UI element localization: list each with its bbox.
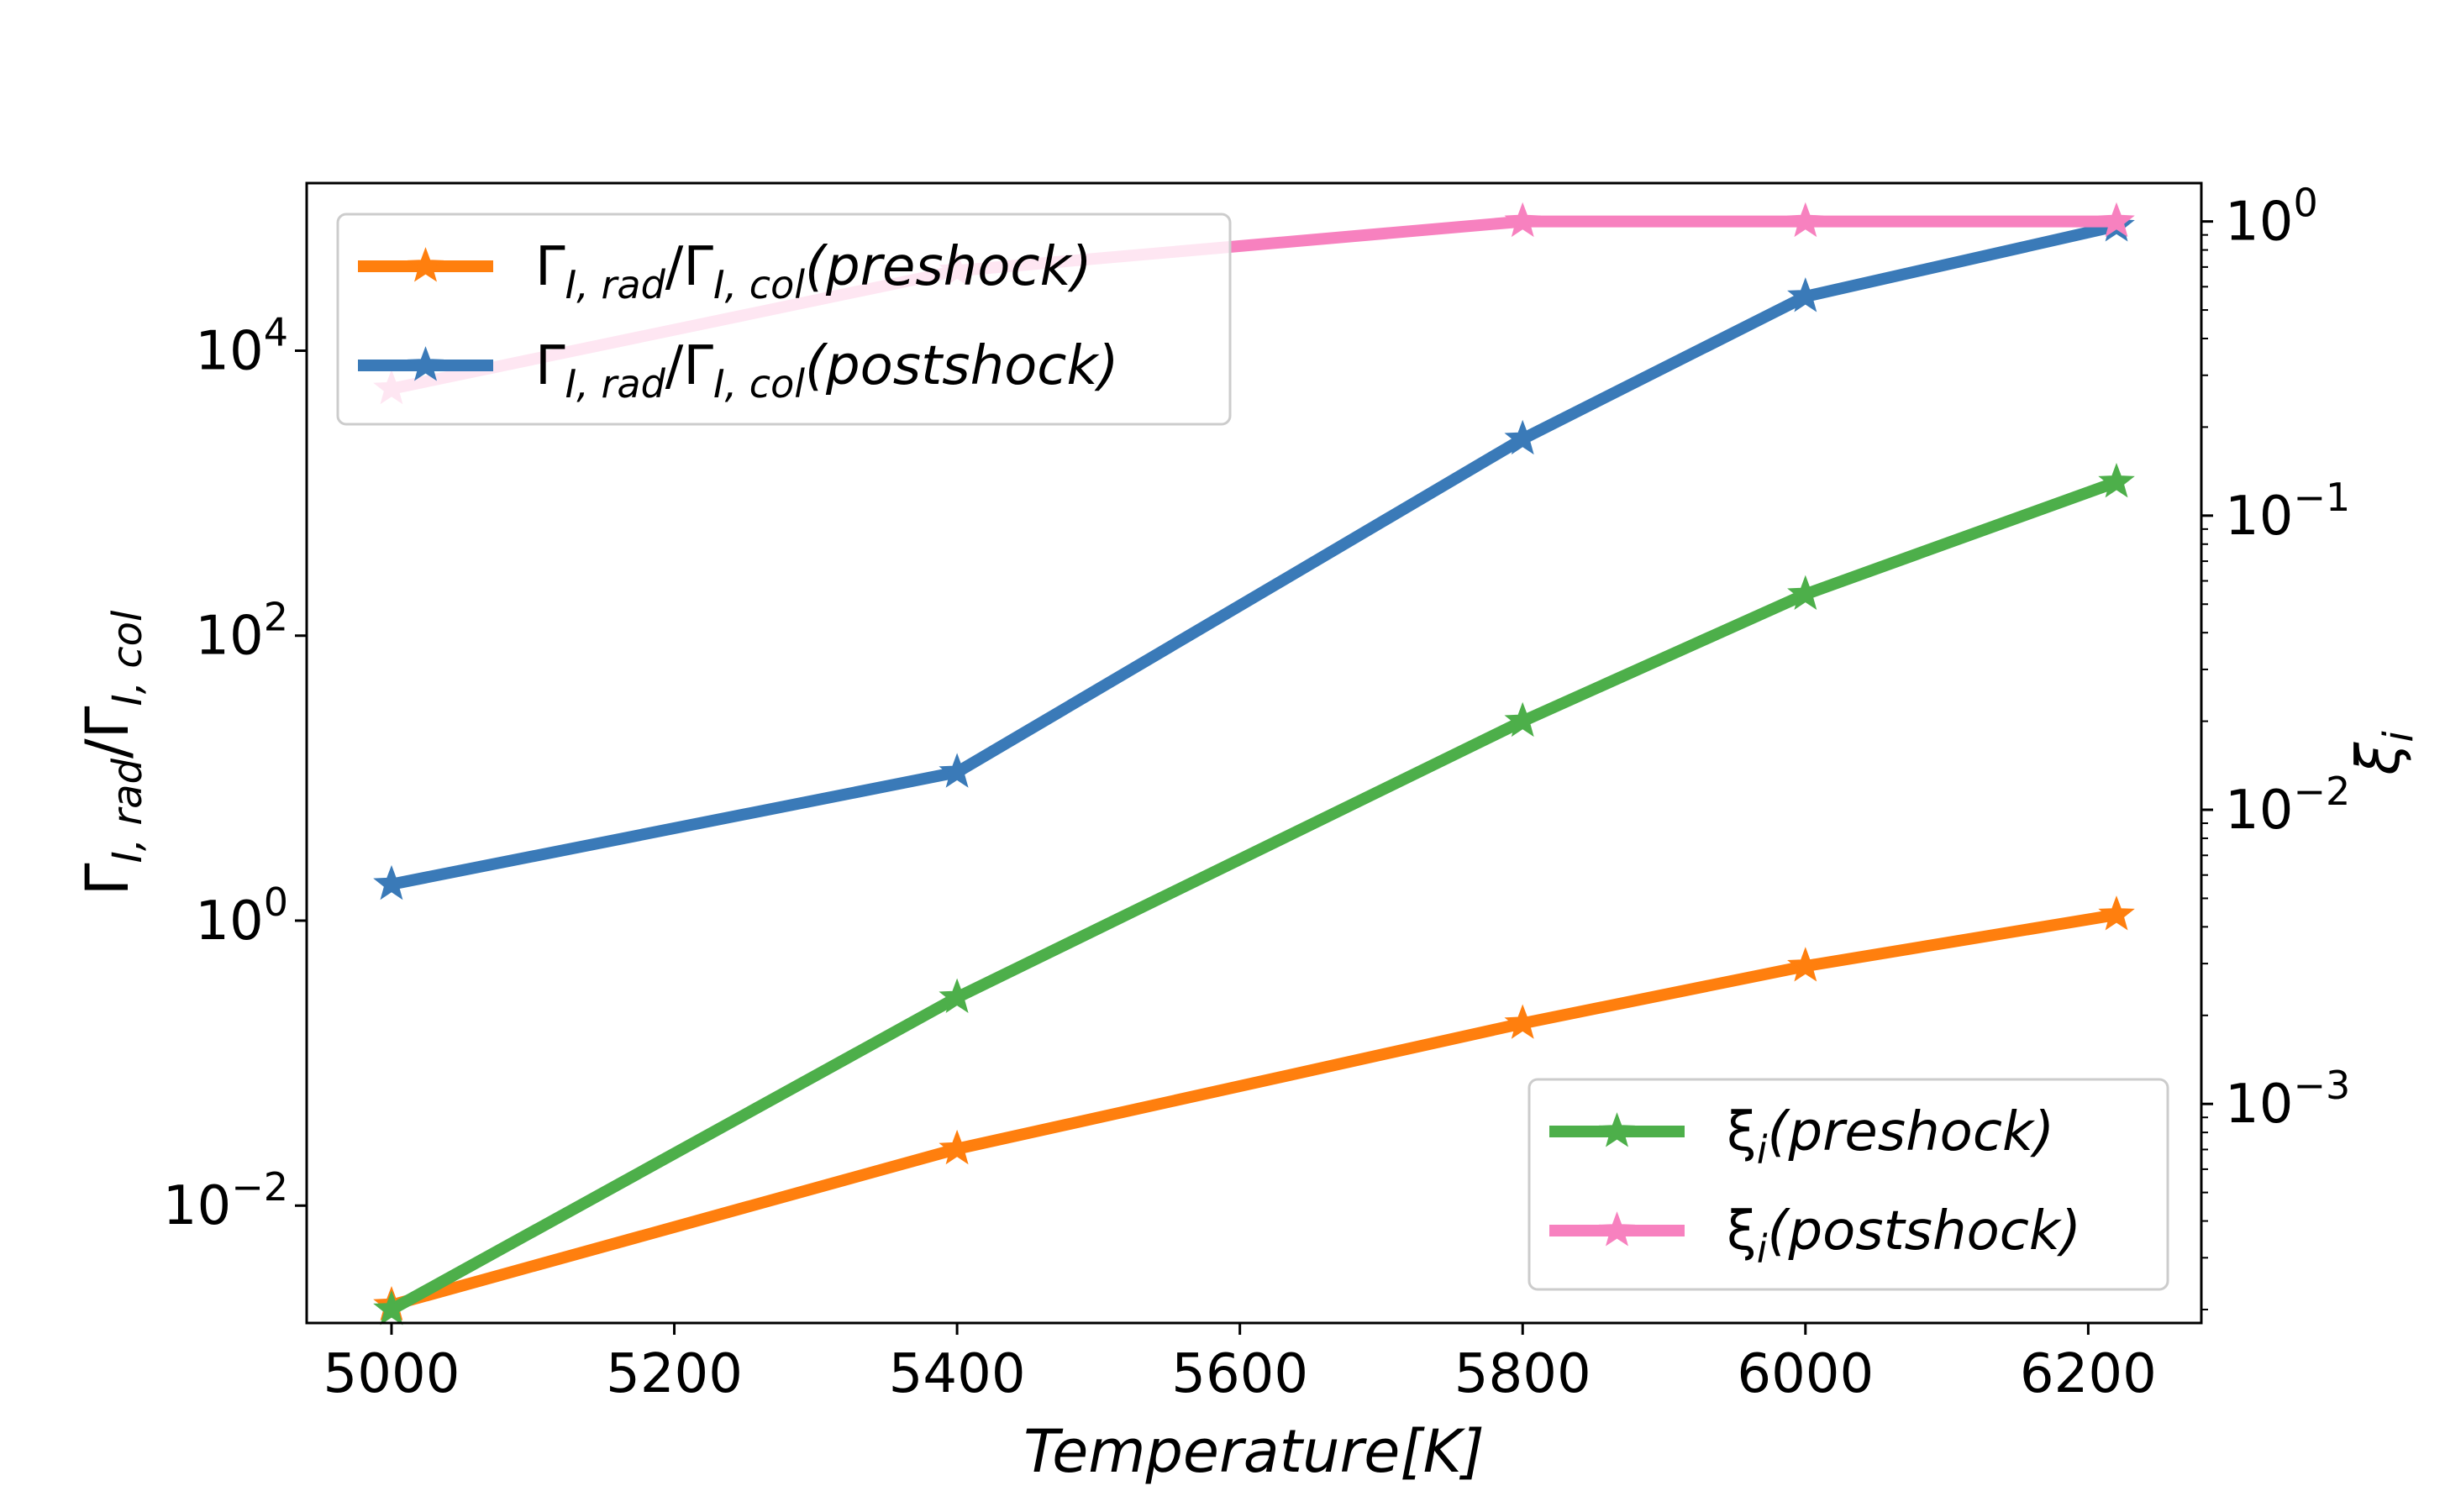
x-axis: 5000 5200 5400 5600 5800 6000 6200 xyxy=(323,1323,2157,1405)
x-tick-label: 5400 xyxy=(889,1343,1026,1405)
rate-preshock-point xyxy=(2098,895,2135,931)
legend-entry-xi-preshock: ξi(preshock) xyxy=(1549,1101,2054,1173)
legend-entry-xi-postshock: ξi(postshock) xyxy=(1549,1200,2081,1272)
xi-preshock-point xyxy=(373,1290,410,1326)
legend-ionization: ξi(preshock) ξi(postshock) xyxy=(1527,1078,2169,1291)
x-tick-label: 5600 xyxy=(1171,1343,1308,1405)
legend-label: ξi(postshock) xyxy=(1727,1200,2081,1272)
x-tick-label: 6000 xyxy=(1737,1343,1874,1405)
x-tick-label: 5200 xyxy=(606,1343,743,1405)
legend-box xyxy=(1527,1078,2169,1291)
xi-preshock-point xyxy=(2098,463,2135,498)
legend-swatch-marker xyxy=(407,247,444,282)
x-tick-label: 5800 xyxy=(1454,1343,1591,1405)
plot-frame xyxy=(305,181,2203,1325)
left-y-tick-label: 100 xyxy=(195,879,288,953)
left-y-tick-label: 104 xyxy=(195,309,288,382)
legend-entry-rate-postshock: ΓI, rad/ΓI, col(postshock) xyxy=(358,335,1119,407)
x-tick-label: 6200 xyxy=(2020,1343,2157,1405)
rate-preshock-point xyxy=(1504,1004,1542,1039)
series-xi-preshock xyxy=(373,463,2135,1326)
right-y-tick-label: 10−1 xyxy=(2225,475,2350,548)
right-y-tick-label: 10−2 xyxy=(2225,769,2350,842)
rate-preshock-point xyxy=(1787,947,1824,982)
legend-entry-rate-preshock: ΓI, rad/ΓI, col(preshock) xyxy=(358,236,1092,307)
xi-postshock-point xyxy=(1504,202,1542,238)
left-y-axis: 10−2 100 102 104 xyxy=(163,309,307,1237)
legend-box xyxy=(336,213,1232,426)
legend-swatch-marker xyxy=(1598,1112,1636,1147)
xi-preshock-point xyxy=(939,978,975,1014)
right-y-tick-label: 100 xyxy=(2225,181,2318,254)
left-y-axis-label: ΓI, rad/ΓI, col xyxy=(73,610,151,895)
legend-label: ΓI, rad/ΓI, col(postshock) xyxy=(535,335,1119,407)
x-axis-label: Temperature[K] xyxy=(1023,1417,1485,1486)
legend-rates: ΓI, rad/ΓI, col(preshock) ΓI, rad/ΓI, col… xyxy=(336,213,1232,426)
xi-postshock-point xyxy=(2098,202,2135,238)
series-rate-postshock xyxy=(373,207,2135,900)
legend-swatch-marker xyxy=(407,346,444,381)
left-y-tick-label: 102 xyxy=(195,595,288,668)
x-tick-label: 5000 xyxy=(323,1343,460,1405)
left-y-tick-label: 10−2 xyxy=(163,1164,288,1237)
rate-preshock-point xyxy=(939,1129,975,1165)
xi-postshock-point xyxy=(1787,202,1824,238)
rate-postshock-point xyxy=(1787,277,1824,312)
right-y-tick-label: 10−3 xyxy=(2225,1063,2350,1136)
xi-preshock-point xyxy=(1787,575,1824,611)
right-y-axis: 10−3 10−2 10−1 100 xyxy=(2201,181,2350,1310)
legend-label: ξi(preshock) xyxy=(1727,1101,2054,1173)
legend-swatch-marker xyxy=(1598,1211,1636,1247)
right-y-axis-label: ξi xyxy=(2344,731,2422,776)
rate-postshock-point xyxy=(1504,419,1542,455)
xi-preshock-point xyxy=(1504,701,1542,738)
rate-postshock-point xyxy=(939,753,975,788)
rate-postshock-point xyxy=(373,864,410,900)
legend-label: ΓI, rad/ΓI, col(preshock) xyxy=(535,236,1092,307)
